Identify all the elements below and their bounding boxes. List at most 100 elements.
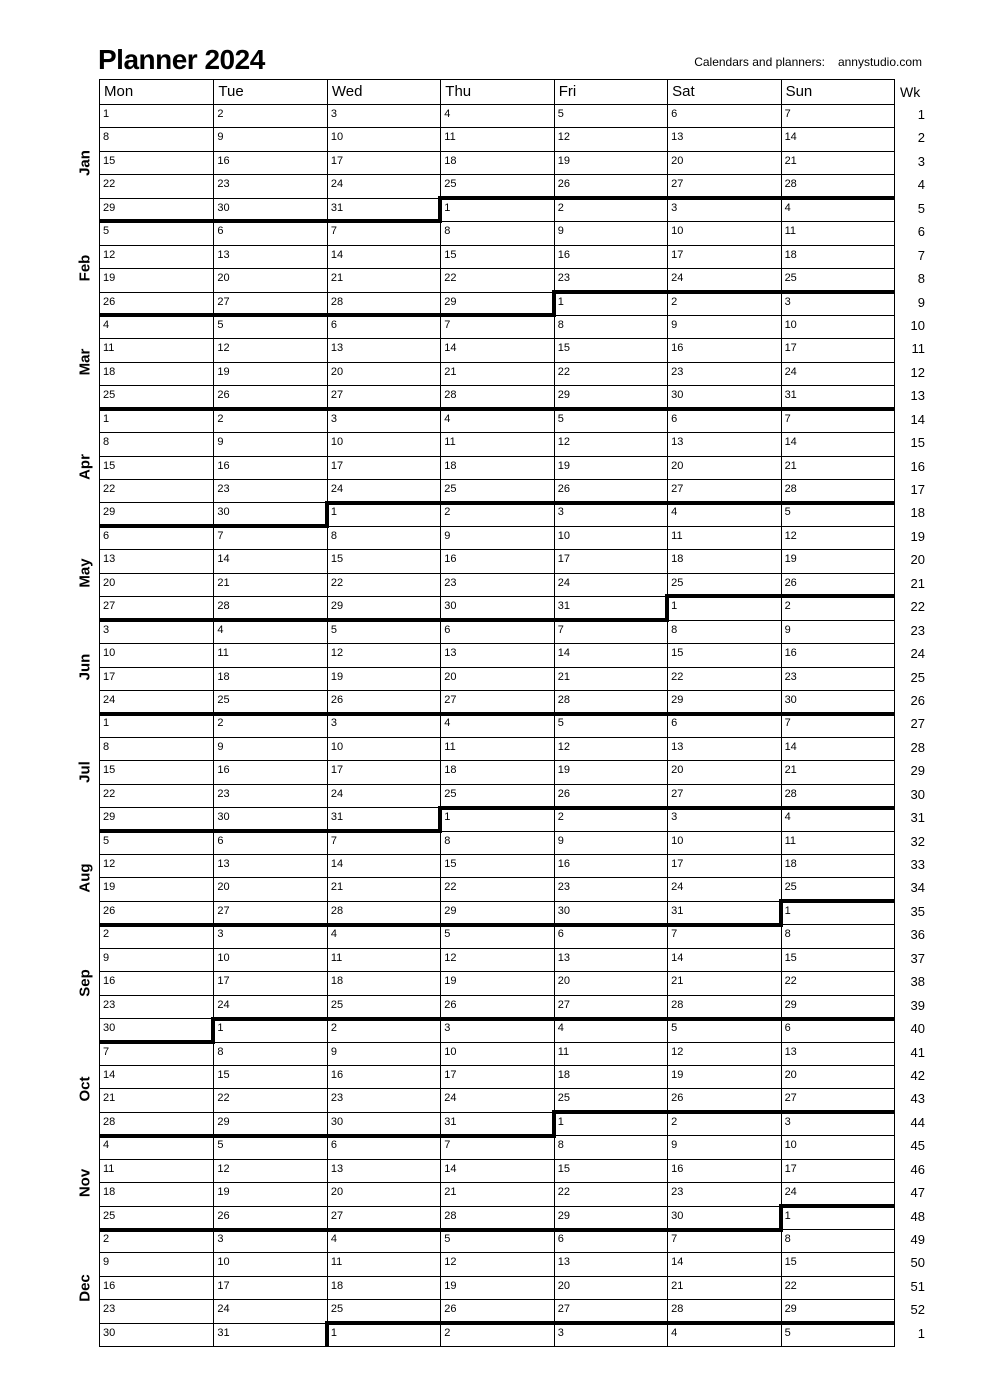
day-cell: 3 [553,502,668,526]
day-cell: 26 [553,479,668,503]
day-cell: 14 [213,549,327,573]
day-cell: 9 [213,127,327,151]
day-cell: 4 [326,924,441,948]
day-cell: 31 [440,1111,554,1136]
credit-site-link[interactable]: annystudio.com [837,55,922,69]
day-cell: 27 [553,1299,668,1323]
day-cell: 5 [780,1322,894,1347]
day-cell: 21 [326,268,441,292]
day-cell: 25 [440,174,554,198]
month-label-feb: Feb [76,254,94,282]
day-cell: 24 [780,361,894,386]
day-cell: 9 [780,619,894,644]
day-cell: 2 [213,104,327,128]
day-cell: 6 [667,408,781,433]
day-cell: 8 [440,830,554,854]
month-label-jul: Jul [76,761,94,784]
day-cell: 8 [213,1041,327,1065]
week-number: 27 [910,716,925,732]
day-cell: 10 [553,525,668,550]
day-cell: 1 [553,1111,668,1136]
week-number: 21 [910,575,925,591]
day-cell: 21 [553,666,668,690]
week-number: 14 [910,411,925,427]
day-cell: 8 [440,221,554,245]
day-cell: 23 [553,268,668,292]
day-cell: 17 [326,150,441,175]
day-cell: 30 [440,596,554,620]
day-cell: 2 [440,502,554,526]
day-cell: 25 [326,1299,441,1323]
day-cell: 11 [780,221,894,245]
day-cell: 22 [667,666,781,690]
day-cell: 24 [326,174,441,198]
day-cell: 12 [780,525,894,550]
day-cell: 7 [440,314,554,339]
day-cell: 14 [440,338,554,362]
month-label-jan: Jan [76,149,94,176]
week-column-header: Wk [900,84,921,100]
day-cell: 9 [553,221,668,245]
day-cell: 23 [667,361,781,386]
day-cell: 6 [100,525,214,549]
day-cell: 3 [213,1229,327,1253]
day-cell: 21 [440,361,554,386]
week-number: 5 [917,200,925,216]
day-cell: 18 [100,1182,214,1205]
day-cell: 4 [213,619,327,644]
day-cell: 5 [553,713,668,737]
day-cell: 8 [667,619,781,644]
day-cell: 24 [326,479,441,503]
day-cell: 29 [780,994,894,1019]
week-number: 33 [910,857,925,872]
day-cell: 13 [553,947,668,972]
day-cell: 17 [213,1275,327,1300]
day-cell: 9 [213,736,327,761]
day-cell: 21 [213,572,327,597]
week-number: 29 [910,763,925,779]
day-cell: 22 [780,971,894,995]
day-cell: 27 [780,1088,894,1112]
week-number: 11 [911,341,926,357]
week-number: 40 [910,1021,925,1037]
day-cell: 18 [780,244,894,269]
day-cell: 7 [326,221,441,245]
week-number: 10 [910,317,925,333]
day-cell: 11 [667,525,781,550]
day-cell: 1 [780,1205,894,1229]
day-cell: 30 [213,197,327,222]
day-cell: 28 [780,479,894,503]
day-cell: 11 [213,643,327,667]
week-number: 25 [910,669,925,685]
day-cell: 9 [100,1252,214,1275]
day-cell: 19 [780,549,894,573]
day-cell: 15 [440,854,554,878]
day-cell: 14 [780,127,894,151]
day-cell: 10 [780,1135,894,1159]
day-cell: 15 [553,1158,668,1183]
day-cell: 5 [213,1135,327,1159]
day-cell: 16 [667,1158,781,1183]
day-cell: 14 [667,1252,781,1276]
day-cell: 10 [326,432,441,456]
calendar: Mon Tue Wed Thu Fri Sat Sun 1 2 3 4 5 6 7 8 9 10 11 12 13 14… [77,79,925,1348]
week-number: 30 [910,786,925,802]
day-cell: 7 [326,830,441,854]
week-number: 37 [910,950,925,966]
day-cell: 15 [780,1252,894,1276]
week-number: 22 [910,599,925,615]
week-number: 1 [917,1325,925,1341]
day-cell: 30 [667,385,781,409]
day-cell: 24 [326,783,441,808]
week-number: 23 [910,622,925,638]
day-header-tue: Tue [213,80,326,104]
day-cell: 10 [667,830,781,854]
week-number: 49 [910,1232,925,1247]
month-label-oct: Oct [76,1076,94,1102]
day-cell: 31 [780,385,894,409]
day-cell: 25 [213,689,327,714]
day-cell: 30 [326,1111,441,1136]
day-cell: 26 [440,1299,554,1323]
day-cell: 12 [100,854,214,877]
day-cell: 7 [780,104,894,128]
